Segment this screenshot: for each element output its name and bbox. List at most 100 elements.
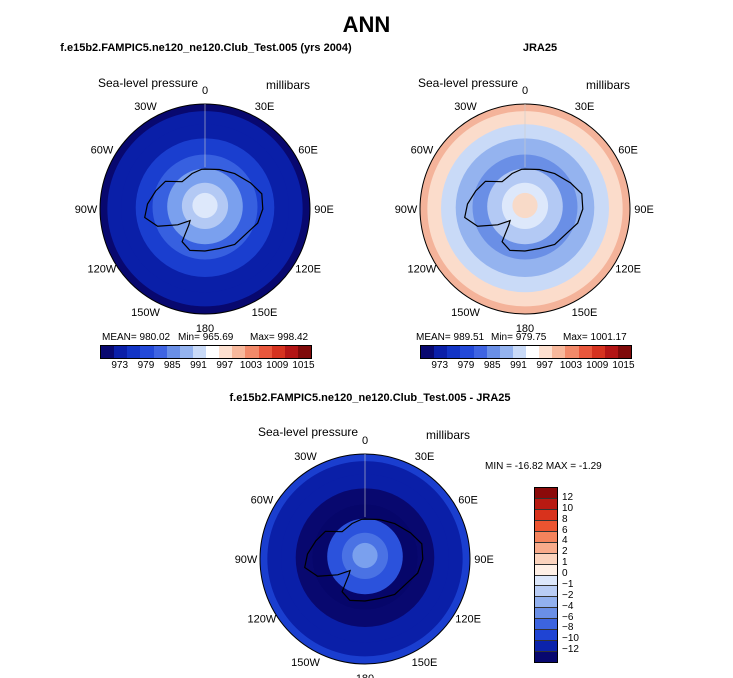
colorbar-tick: 1009 — [266, 360, 289, 371]
colorbar-tick: 997 — [536, 360, 554, 371]
colorbar-ticks-model: 973 979 985 991 997 1003 1009 1015 — [100, 360, 314, 374]
coastline — [144, 168, 264, 252]
coastline — [464, 168, 584, 252]
map-fill-diff — [259, 453, 471, 665]
lon-label: 90E — [314, 204, 334, 216]
colorbar-tick: 991 — [190, 360, 207, 371]
colorbar-tick: 985 — [163, 360, 181, 371]
figure-title: ANN — [342, 12, 391, 37]
colorbar-swatch — [565, 346, 579, 358]
lon-label: 90W — [75, 204, 98, 216]
colorbar-tick: 985 — [483, 360, 501, 371]
colorbar-tick: 1003 — [559, 360, 583, 371]
colorbar-swatch — [535, 608, 557, 620]
colorbar-swatch — [245, 346, 259, 358]
colorbar-ticks-obs: 973 979 985 991 997 1003 1009 1015 — [420, 360, 634, 374]
lon-label: 60E — [458, 495, 478, 507]
colorbar-swatch — [206, 346, 220, 358]
colorbar-tick: 10 — [562, 502, 574, 514]
colorbar-swatch — [578, 346, 592, 358]
colorbar-swatch — [591, 346, 605, 358]
lon-label: 60E — [618, 145, 638, 157]
variable-label-diff: Sea-level pressure — [258, 425, 359, 439]
colorbar-tick: −10 — [562, 633, 579, 645]
contour-band — [512, 192, 538, 219]
colorbar-tick: 1009 — [586, 360, 609, 371]
colorbar-tick: 6 — [562, 524, 568, 536]
min-value-obs: Min= 979.75 — [491, 332, 547, 343]
colorbar-swatch — [179, 346, 193, 358]
colorbar-swatch — [460, 346, 474, 358]
lon-label: 150W — [451, 307, 480, 319]
colorbar-swatch — [604, 346, 618, 358]
colorbar-tick: −12 — [562, 644, 579, 656]
colorbar-tick: 991 — [510, 360, 527, 371]
lon-label: 150E — [252, 307, 278, 319]
map-fill-model — [99, 103, 311, 315]
colorbar-swatch — [535, 586, 557, 598]
lon-label: 180 — [516, 323, 534, 335]
coastline — [304, 518, 424, 602]
colorbar-tick: −2 — [562, 589, 574, 601]
colorbar-swatch — [166, 346, 180, 358]
lon-label: 30E — [415, 451, 435, 463]
lon-label: 0 — [202, 85, 208, 97]
colorbar-tick: −1 — [562, 578, 574, 590]
colorbar-swatch — [535, 597, 557, 609]
lon-label: 120W — [88, 264, 117, 276]
lon-label: 0 — [522, 85, 528, 97]
panel-title-model: f.e15b2.FAMPIC5.ne120_ne120.Club_Test.00… — [60, 42, 352, 54]
colorbar-tick: 1 — [562, 557, 568, 569]
colorbar-ticks-diff: 12 10 8 6 4 2 1 0 −1 −2 −4 −6 −8 −10 −12 — [562, 487, 602, 661]
lon-label: 30E — [255, 101, 275, 113]
colorbar-swatch — [526, 346, 540, 358]
colorbar-tick: 4 — [562, 535, 568, 547]
colorbar-tick: 979 — [457, 360, 475, 371]
lon-label: 60E — [298, 145, 318, 157]
mean-value-obs: MEAN= 989.51 — [416, 332, 485, 343]
colorbar-swatch — [535, 630, 557, 642]
colorbar-tick: 2 — [562, 546, 568, 558]
colorbar-swatch — [535, 619, 557, 631]
lon-label: 60W — [251, 495, 274, 507]
lon-label: 90W — [395, 204, 418, 216]
lon-label: 90E — [634, 204, 654, 216]
colorbar-swatch — [192, 346, 206, 358]
colorbar-model — [100, 345, 312, 359]
lon-label: 90W — [235, 554, 258, 566]
lon-label: 120E — [295, 264, 321, 276]
colorbar-swatch — [473, 346, 487, 358]
colorbar-swatch — [535, 531, 557, 543]
colorbar-tick: 1015 — [292, 360, 315, 371]
colorbar-swatch — [535, 498, 557, 510]
colorbar-swatch — [539, 346, 553, 358]
polar-map-model: 0 30E 60E 90E 120E 150E 180 150W 120W 90W 60W 30W — [75, 85, 334, 335]
colorbar-swatch — [258, 346, 272, 358]
colorbar-swatch — [535, 564, 557, 576]
lon-label: 150E — [412, 657, 438, 669]
colorbar-swatch — [447, 346, 461, 358]
units-label-diff: millibars — [426, 428, 471, 442]
colorbar-swatch — [140, 346, 154, 358]
colorbar-swatch — [535, 641, 557, 653]
colorbar-swatch — [153, 346, 167, 358]
colorbar-tick: 0 — [562, 568, 568, 579]
colorbar-tick: −8 — [562, 622, 574, 634]
lon-label: 90E — [474, 554, 494, 566]
colorbar-swatch — [535, 488, 557, 499]
minmax-value-diff: MIN = -16.82 MAX = -1.29 — [485, 461, 602, 472]
map-fill-obs — [419, 103, 631, 315]
units-label-obs: millibars — [586, 78, 631, 92]
colorbar-swatch — [284, 346, 298, 358]
colorbar-swatch — [617, 346, 631, 358]
colorbar-tick: 12 — [562, 491, 574, 503]
lon-label: 30W — [134, 101, 157, 113]
lon-label: 30W — [454, 101, 477, 113]
panel-title-diff: f.e15b2.FAMPIC5.ne120_ne120.Club_Test.00… — [229, 392, 511, 404]
colorbar-swatch — [535, 553, 557, 565]
lon-label: 150E — [572, 307, 598, 319]
colorbar-swatch — [114, 346, 128, 358]
units-label-model: millibars — [266, 78, 311, 92]
mean-value-model: MEAN= 980.02 — [102, 332, 171, 343]
colorbar-swatch — [552, 346, 566, 358]
